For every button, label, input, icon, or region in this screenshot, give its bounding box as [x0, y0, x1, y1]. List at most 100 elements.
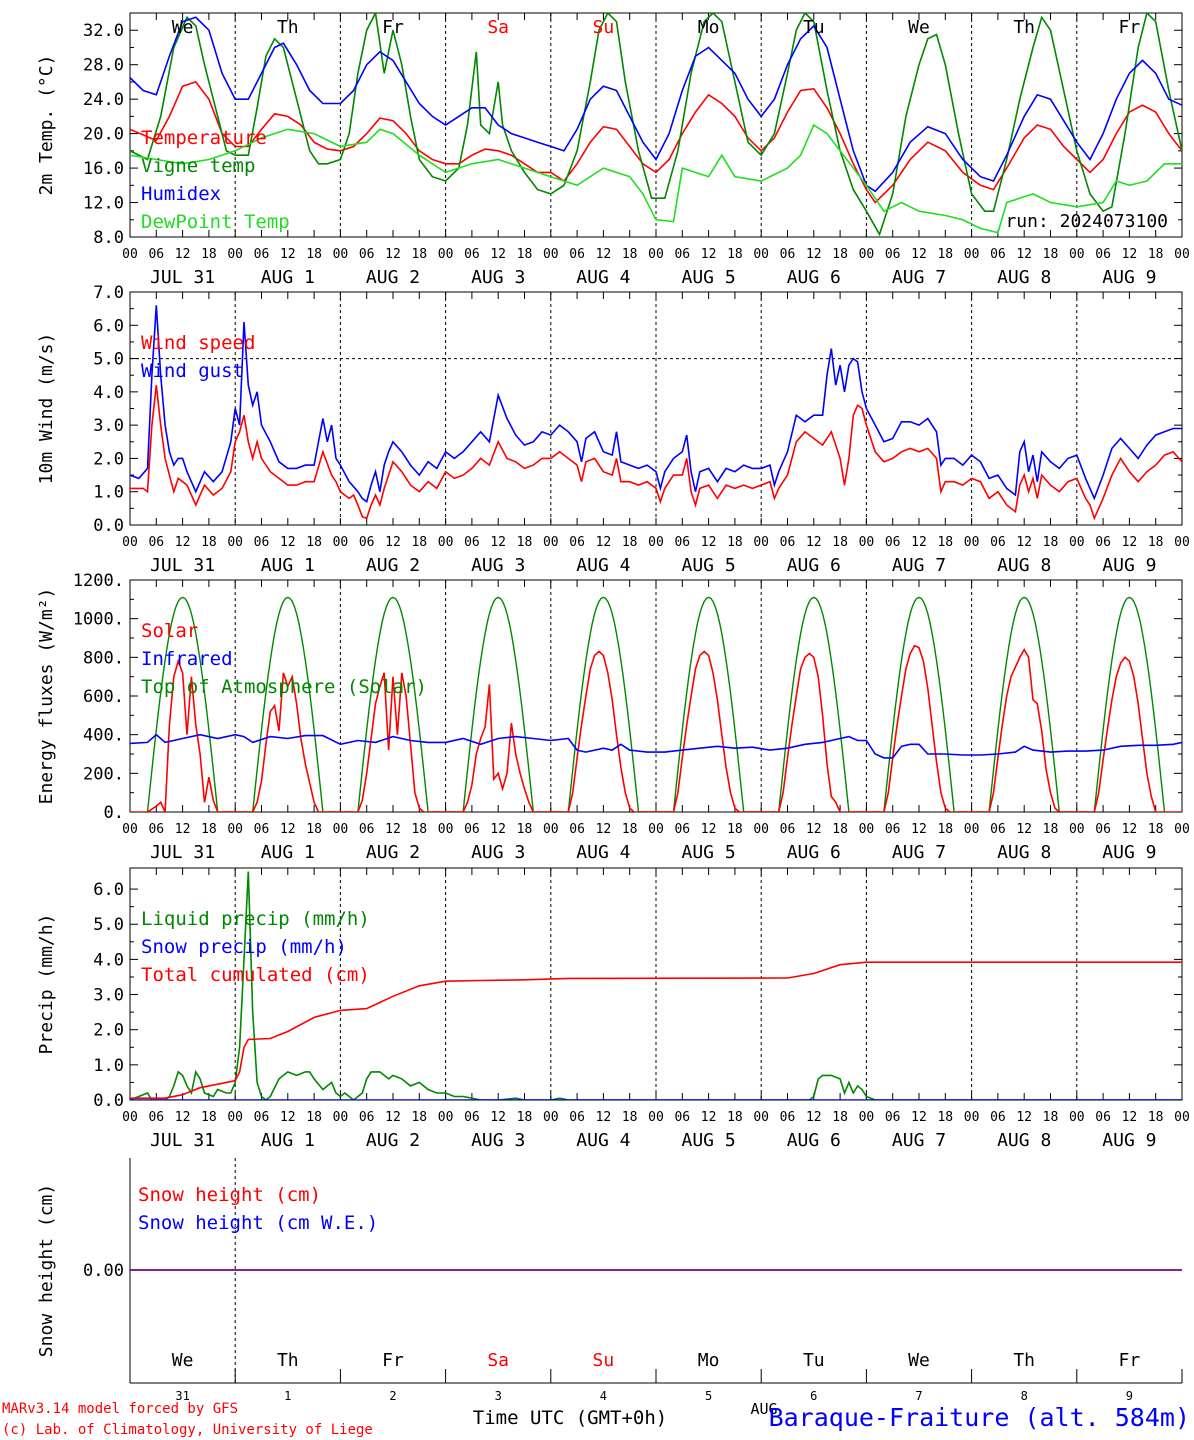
wind-panel-hour-label: 18 — [306, 535, 322, 550]
wind-panel-hour-label: 06 — [885, 535, 901, 550]
temp-panel-frame — [129, 12, 1183, 238]
temp-panel-hour-label: 06 — [780, 247, 796, 262]
energy-panel-hour-label: 00 — [227, 822, 243, 837]
temp-panel-plot-area — [130, 13, 1182, 237]
temp-panel-legend-2: Humidex — [141, 183, 221, 205]
precip-panel-hour-label: 12 — [1016, 1110, 1032, 1125]
wind-panel-hour-label: 06 — [569, 535, 585, 550]
series-wind-speed — [130, 385, 1182, 521]
temp-panel-date-label: AUG 3 — [471, 267, 525, 288]
energy-panel-hour-label: 12 — [280, 822, 296, 837]
temp-panel-hour-label: 12 — [911, 247, 927, 262]
snow-panel-day-number: 2 — [389, 1389, 396, 1403]
temp-panel-hour-label: 06 — [990, 247, 1006, 262]
precip-panel-hour-label: 18 — [622, 1110, 638, 1125]
wind-panel-hour-label: 00 — [964, 535, 980, 550]
energy-panel-ytick-label: 200. — [83, 764, 124, 784]
precip-panel-hour-label: 06 — [674, 1110, 690, 1125]
precip-panel-date-label: AUG 9 — [1102, 1130, 1156, 1151]
temp-panel-hour-label: 18 — [1043, 247, 1059, 262]
energy-panel-hour-label: 12 — [806, 822, 822, 837]
precip-panel-hour-label: 06 — [990, 1110, 1006, 1125]
snow-panel-weekday: We — [172, 1350, 194, 1371]
precip-panel-date-label: AUG 5 — [682, 1130, 736, 1151]
energy-panel-date-label: AUG 1 — [261, 842, 315, 863]
energy-panel-hour-label: 06 — [359, 822, 375, 837]
energy-panel-hour-label: 18 — [727, 822, 743, 837]
temp-panel-date-label: JUL 31 — [150, 267, 215, 288]
series-vigne-temp — [130, 13, 1182, 237]
series-dewpoint-temp — [130, 123, 1182, 234]
wind-panel-date-label: AUG 3 — [471, 555, 525, 576]
wind-panel-hour-label: 12 — [175, 535, 191, 550]
temp-panel-date-label: AUG 5 — [682, 267, 736, 288]
wind-panel-date-label: AUG 7 — [892, 555, 946, 576]
temp-panel-weekday: Th — [277, 17, 299, 38]
snow-panel-weekday: Fr — [1119, 1350, 1141, 1371]
precip-panel-legend-1: Snow precip (mm/h) — [141, 936, 347, 958]
temp-panel-hour-label: 18 — [517, 247, 533, 262]
precip-panel-hour-label: 00 — [1069, 1110, 1085, 1125]
energy-panel-date-label: AUG 6 — [787, 842, 841, 863]
temp-panel-weekday: Fr — [1119, 17, 1141, 38]
snow-panel-weekday: Th — [277, 1350, 299, 1371]
temp-panel-weekday: Sa — [487, 17, 509, 38]
temp-panel-date-label: AUG 2 — [366, 267, 420, 288]
precip-panel-hour-label: 06 — [464, 1110, 480, 1125]
precip-panel-date-label: AUG 6 — [787, 1130, 841, 1151]
temp-panel-legend-1: Vigne temp — [141, 155, 255, 177]
precip-panel-hour-label: 18 — [727, 1110, 743, 1125]
temp-panel-weekday: We — [908, 17, 930, 38]
energy-panel-ytick-label: 1000. — [73, 610, 124, 630]
energy-panel-hour-label: 12 — [596, 822, 612, 837]
temp-panel-hour-label: 00 — [333, 247, 349, 262]
temp-panel-date-label: AUG 8 — [997, 267, 1051, 288]
precip-panel-hour-label: 12 — [385, 1110, 401, 1125]
energy-panel-ylabel: Energy fluxes (W/m²) — [36, 588, 57, 805]
energy-panel-hour-label: 18 — [411, 822, 427, 837]
temp-panel-hour-label: 18 — [832, 247, 848, 262]
precip-panel-legend-0: Liquid precip (mm/h) — [141, 908, 370, 930]
precip-panel-hour-label: 18 — [832, 1110, 848, 1125]
wind-panel-hour-label: 12 — [280, 535, 296, 550]
temp-panel-hour-label: 12 — [701, 247, 717, 262]
temp-panel-hour-label: 00 — [964, 247, 980, 262]
precip-panel-hour-label: 00 — [753, 1110, 769, 1125]
energy-panel-ytick-label: 1200. — [73, 571, 124, 591]
energy-panel-hour-label: 06 — [148, 822, 164, 837]
energy-panel-hour-label: 00 — [648, 822, 664, 837]
energy-panel-hour-label: 18 — [306, 822, 322, 837]
snow-panel-day-number: 1 — [284, 1389, 291, 1403]
temp-panel-hour-label: 18 — [411, 247, 427, 262]
energy-panel-hour-label: 12 — [1016, 822, 1032, 837]
precip-panel-hour-label: 12 — [175, 1110, 191, 1125]
wind-panel-plot-area — [130, 305, 1182, 521]
precip-panel-hour-label: 00 — [122, 1110, 138, 1125]
temp-panel-hour-label: 06 — [885, 247, 901, 262]
precip-panel-hour-label: 00 — [333, 1110, 349, 1125]
energy-panel-hour-label: 00 — [1069, 822, 1085, 837]
energy-panel-date-label: AUG 5 — [682, 842, 736, 863]
snow-panel-weekday: Sa — [487, 1350, 509, 1371]
snow-panel-day-number: 7 — [915, 1389, 922, 1403]
energy-panel-hour-label: 06 — [674, 822, 690, 837]
temp-panel-hour-label: 06 — [1095, 247, 1111, 262]
energy-panel-hour-label: 00 — [122, 822, 138, 837]
energy-panel-ytick-label: 600. — [83, 687, 124, 707]
precip-panel-hour-label: 12 — [911, 1110, 927, 1125]
temp-panel-hour-label: 18 — [306, 247, 322, 262]
precip-panel-hour-label: 18 — [937, 1110, 953, 1125]
temp-panel-hour-label: 18 — [1148, 247, 1164, 262]
temp-panel-hour-label: 12 — [1122, 247, 1138, 262]
precip-panel-date-label: JUL 31 — [150, 1130, 215, 1151]
energy-panel-hour-label: 06 — [990, 822, 1006, 837]
precip-panel-hour-label: 18 — [517, 1110, 533, 1125]
precip-panel-date-label: AUG 1 — [261, 1130, 315, 1151]
energy-panel-plot-area — [130, 596, 1182, 812]
precip-panel-hour-label: 12 — [806, 1110, 822, 1125]
precip-panel-hour-label: 06 — [885, 1110, 901, 1125]
precip-panel-date-label: AUG 4 — [576, 1130, 630, 1151]
energy-panel-hour-label: 00 — [964, 822, 980, 837]
energy-panel-hour-label: 06 — [780, 822, 796, 837]
